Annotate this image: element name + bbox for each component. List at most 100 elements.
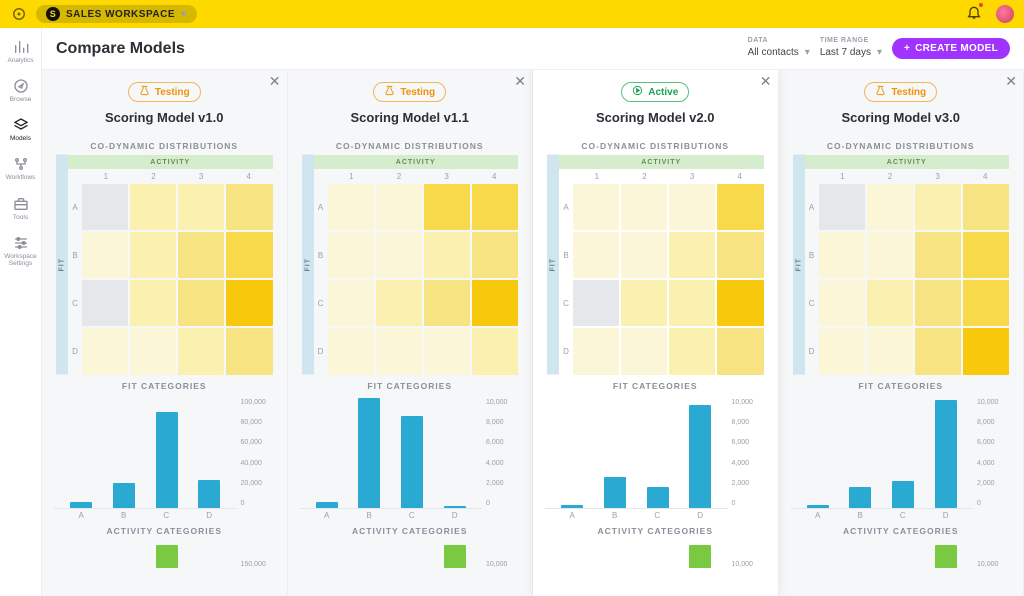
fit-bar-chart: ABCD 020,00040,00060,00080,000100,000 bbox=[54, 397, 275, 520]
fit-chart-title: FIT CATEGORIES bbox=[541, 381, 770, 391]
nav-item-models[interactable]: Models bbox=[0, 112, 41, 147]
nav-item-workspace-settings[interactable]: Workspace Settings bbox=[0, 230, 41, 272]
create-model-button[interactable]: + CREATE MODEL bbox=[892, 38, 1010, 59]
fit-chart-title: FIT CATEGORIES bbox=[50, 381, 279, 391]
heatmap-x-axis-label: ACTIVITY bbox=[314, 155, 519, 169]
status-badge: Testing bbox=[864, 82, 937, 102]
bars-icon bbox=[13, 39, 29, 55]
heatmap-row-header: B bbox=[68, 251, 82, 260]
activity-y-tick: 10,000 bbox=[486, 561, 520, 568]
heatmap-x-axis-label: ACTIVITY bbox=[559, 155, 764, 169]
fit-x-label: D bbox=[452, 511, 458, 520]
fit-x-label: C bbox=[163, 511, 169, 520]
heatmap-y-axis-label: FIT bbox=[56, 155, 68, 375]
close-panel-button[interactable]: ✕ bbox=[1005, 74, 1017, 88]
flask-icon bbox=[384, 85, 395, 99]
fit-bar bbox=[113, 483, 135, 508]
fit-x-label: D bbox=[206, 511, 212, 520]
heatmap-row-header: C bbox=[805, 299, 819, 308]
fit-y-tick: 4,000 bbox=[977, 460, 1011, 467]
nav-item-browse[interactable]: Browse bbox=[0, 73, 41, 108]
close-panel-button[interactable]: ✕ bbox=[514, 74, 526, 88]
fit-y-tick: 4,000 bbox=[486, 460, 520, 467]
data-filter[interactable]: DATA All contacts▾ bbox=[748, 37, 810, 60]
heatmap-cell bbox=[424, 184, 470, 230]
fit-chart-title: FIT CATEGORIES bbox=[787, 381, 1016, 391]
fit-y-tick: 6,000 bbox=[977, 439, 1011, 446]
heatmap-row-header: A bbox=[559, 203, 573, 212]
heatmap-cell bbox=[376, 280, 422, 326]
toolbox-icon bbox=[13, 196, 29, 212]
heatmap-col-header: 3 bbox=[668, 169, 716, 184]
notification-dot-icon bbox=[978, 2, 984, 8]
model-title: Scoring Model v3.0 bbox=[787, 110, 1016, 125]
heatmap-cell bbox=[819, 184, 865, 230]
heatmap-row-header: D bbox=[559, 347, 573, 356]
fit-y-tick: 8,000 bbox=[732, 419, 766, 426]
heatmap-cell bbox=[472, 184, 518, 230]
heatmap-cell bbox=[717, 328, 763, 374]
status-badge: Testing bbox=[128, 82, 201, 102]
fit-y-tick: 0 bbox=[486, 500, 520, 507]
fit-x-label: B bbox=[857, 511, 862, 520]
nav-item-workflows[interactable]: Workflows bbox=[0, 151, 41, 186]
heatmap-row-header: C bbox=[559, 299, 573, 308]
fit-y-tick: 0 bbox=[241, 500, 275, 507]
fit-y-tick: 10,000 bbox=[977, 399, 1011, 406]
fit-chart-title: FIT CATEGORIES bbox=[296, 381, 525, 391]
close-panel-button[interactable]: ✕ bbox=[269, 74, 281, 88]
panels-row: ✕ Testing Scoring Model v1.0 CO-DYNAMIC … bbox=[42, 70, 1024, 596]
fit-bar bbox=[689, 405, 711, 508]
nav-item-analytics[interactable]: Analytics bbox=[0, 34, 41, 69]
workspace-selector[interactable]: S SALES WORKSPACE ▾ bbox=[36, 5, 197, 23]
fit-y-tick: 40,000 bbox=[241, 460, 275, 467]
heatmap-cell bbox=[82, 184, 128, 230]
fit-bar bbox=[444, 506, 466, 508]
fit-x-label: A bbox=[79, 511, 84, 520]
fit-y-tick: 8,000 bbox=[977, 419, 1011, 426]
fit-bar bbox=[156, 412, 178, 508]
chevron-down-icon: ▾ bbox=[877, 47, 882, 58]
activity-chart-title: ACTIVITY CATEGORIES bbox=[541, 526, 770, 536]
status-label: Testing bbox=[400, 87, 435, 98]
fit-y-tick: 10,000 bbox=[732, 399, 766, 406]
heatmap-row-header: C bbox=[314, 299, 328, 308]
fit-x-label: C bbox=[409, 511, 415, 520]
status-label: Testing bbox=[891, 87, 926, 98]
sliders-icon bbox=[13, 235, 29, 251]
fit-bar-chart: ABCD 02,0004,0006,0008,00010,000 bbox=[300, 397, 521, 520]
model-panel: ✕ Testing Scoring Model v1.0 CO-DYNAMIC … bbox=[42, 70, 288, 596]
notifications-button[interactable] bbox=[966, 4, 982, 25]
fit-bar bbox=[647, 487, 669, 508]
heatmap-y-axis-label: FIT bbox=[793, 155, 805, 375]
fit-y-tick: 80,000 bbox=[241, 419, 275, 426]
status-label: Active bbox=[648, 87, 678, 98]
heatmap-cell bbox=[226, 328, 272, 374]
timerange-filter[interactable]: TIME RANGE Last 7 days▾ bbox=[820, 37, 882, 60]
fit-bar bbox=[358, 398, 380, 508]
data-filter-value: All contacts bbox=[748, 47, 799, 58]
status-badge: Testing bbox=[373, 82, 446, 102]
heatmap-title: CO-DYNAMIC DISTRIBUTIONS bbox=[787, 141, 1016, 151]
heatmap-cell bbox=[130, 232, 176, 278]
fit-bar bbox=[892, 481, 914, 508]
heatmap-cell bbox=[915, 184, 961, 230]
heatmap-cell bbox=[226, 280, 272, 326]
heatmap-cell bbox=[867, 280, 913, 326]
flask-icon bbox=[139, 85, 150, 99]
fit-y-tick: 4,000 bbox=[732, 460, 766, 467]
user-avatar[interactable] bbox=[996, 5, 1014, 23]
close-panel-button[interactable]: ✕ bbox=[760, 74, 772, 88]
activity-chart-title: ACTIVITY CATEGORIES bbox=[787, 526, 1016, 536]
heatmap-col-header: 1 bbox=[82, 169, 130, 184]
nav-item-tools[interactable]: Tools bbox=[0, 191, 41, 226]
data-filter-label: DATA bbox=[748, 37, 810, 44]
fit-x-label: B bbox=[366, 511, 371, 520]
fit-y-tick: 2,000 bbox=[486, 480, 520, 487]
heatmap-cell bbox=[621, 280, 667, 326]
heatmap-row-header: D bbox=[805, 347, 819, 356]
heatmap-x-axis-label: ACTIVITY bbox=[68, 155, 273, 169]
activity-bar-chart: 10,000 bbox=[545, 542, 766, 568]
heatmap-cell bbox=[819, 280, 865, 326]
heatmap-cell bbox=[717, 232, 763, 278]
